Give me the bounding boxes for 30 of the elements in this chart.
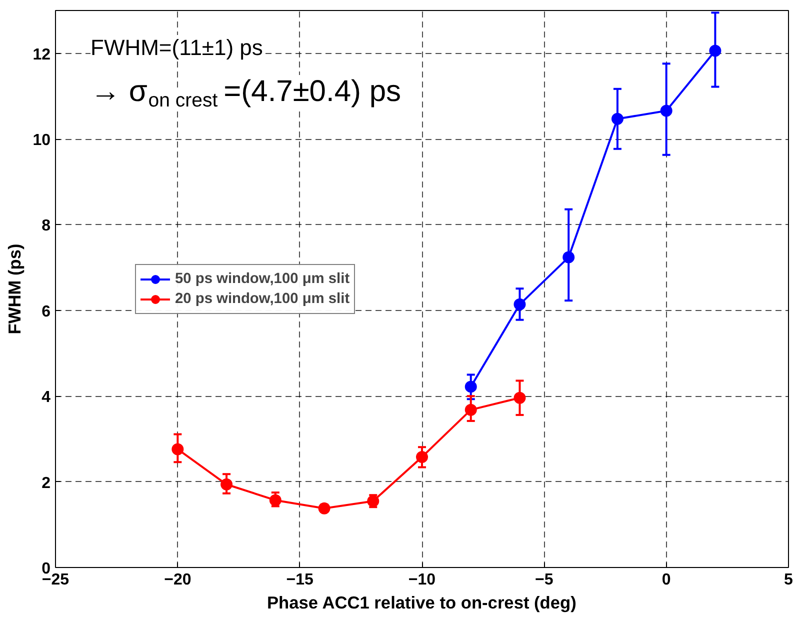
point	[611, 112, 624, 125]
x-tick-label: 5	[784, 572, 794, 588]
legend-label: 20 ps window,100 μm slit	[175, 290, 350, 306]
y-tick-label: 8	[42, 218, 51, 235]
point	[464, 380, 477, 393]
y-tick-label: 10	[32, 132, 51, 150]
x-tick-label: −20	[164, 572, 192, 588]
x-tick-label: −10	[408, 572, 436, 588]
y-axis-title: FWHM (ps)	[4, 244, 25, 334]
y-tick-label: 2	[42, 474, 51, 492]
x-tick-label: 0	[662, 572, 671, 588]
point	[172, 443, 184, 456]
x-tick-label: −15	[286, 572, 314, 588]
point	[318, 502, 330, 514]
y-tick-label: 4	[42, 389, 51, 406]
legend-label: 50 ps window,100 μm slit	[175, 270, 350, 286]
y-tick-label: 6	[42, 303, 51, 320]
point	[416, 450, 428, 463]
point	[562, 251, 575, 264]
x-axis-title: Phase ACC1 relative to on-crest (deg)	[266, 592, 576, 612]
y-tick-label: 12	[32, 46, 51, 64]
point	[660, 104, 672, 117]
annotation: FWHM=(11±1) ps	[90, 35, 263, 60]
point	[514, 392, 526, 404]
point	[709, 44, 722, 57]
point	[514, 298, 526, 310]
x-tick-label: −5	[535, 572, 554, 588]
point	[220, 478, 233, 490]
point	[269, 494, 282, 506]
point	[464, 404, 477, 416]
